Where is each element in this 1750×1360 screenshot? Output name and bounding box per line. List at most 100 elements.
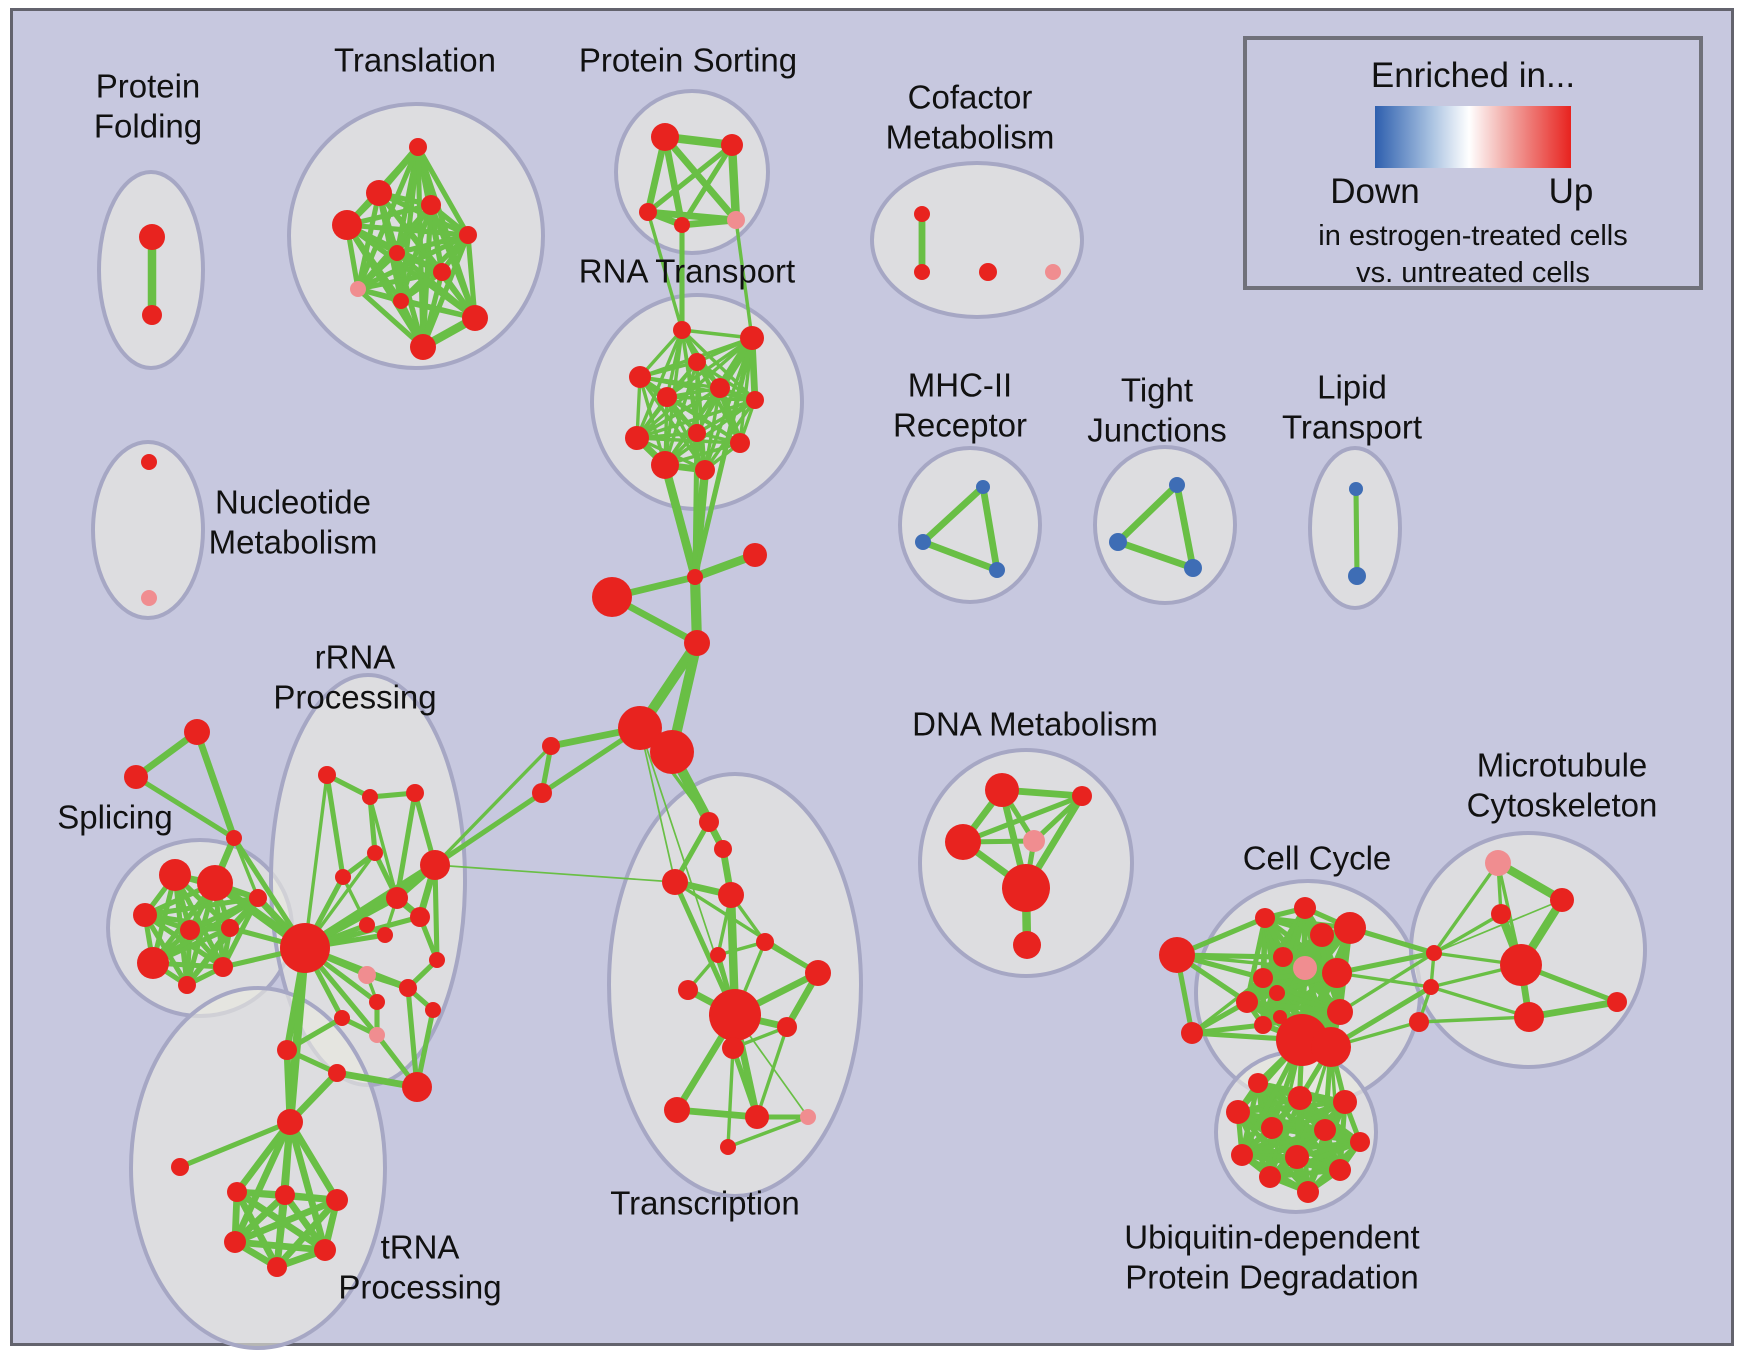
edge-u6-u8 (1239, 1127, 1328, 1158)
cluster-rna-transport-label-line1: RNA Transport (579, 253, 795, 290)
cluster-protein-folding-label-line2: Folding (94, 108, 202, 145)
node-tr11 (664, 1097, 690, 1123)
node-sp2 (197, 865, 233, 901)
node-m7 (1607, 992, 1627, 1012)
node-tn3 (326, 1189, 348, 1211)
node-rr5 (335, 869, 351, 885)
edge-tn3-tn4 (231, 1196, 341, 1246)
cluster-mhc-ii-receptor-label-line1: MHC-II (908, 367, 1012, 404)
node-cc12 (1273, 1010, 1287, 1024)
node-rr9 (377, 927, 393, 943)
cluster-trna-processing-label-line1: tRNA (381, 1229, 460, 1266)
edge-rr2-rr6 (368, 795, 399, 900)
node-sp1 (159, 859, 191, 891)
edge-th-tn4 (231, 1118, 294, 1246)
edge-r2-s1 (692, 335, 755, 580)
cluster-microtubule-cytoskeleton-label-line1: Microtubule (1477, 747, 1648, 784)
edge-tr9-tr12 (755, 1025, 789, 1119)
node-u12 (1297, 1181, 1319, 1203)
node-rr4 (367, 845, 383, 861)
node-u1 (1248, 1073, 1268, 1093)
node-r11 (651, 451, 679, 479)
node-tn2 (275, 1185, 295, 1205)
node-cc3 (1334, 912, 1366, 944)
edge-s5-tr3 (639, 727, 676, 883)
node-ps5 (727, 211, 745, 229)
node-mh3 (989, 562, 1005, 578)
node-trh (709, 989, 761, 1041)
node-l1 (1349, 482, 1363, 496)
node-tn4 (224, 1231, 246, 1253)
node-x2 (124, 765, 148, 789)
node-rr12 (369, 994, 385, 1010)
node-tr4 (718, 882, 744, 908)
node-cf3 (979, 263, 997, 281)
node-cc10 (1236, 991, 1258, 1013)
edge-x1-x3 (193, 728, 238, 842)
edge-ps1-ps5 (661, 133, 740, 224)
edge-t6-t8 (355, 250, 400, 292)
node-r1 (673, 321, 691, 339)
node-u8 (1231, 1144, 1253, 1166)
node-u2 (1288, 1086, 1312, 1110)
edge-ps2-ps4 (679, 142, 735, 228)
edge-r9-s1 (692, 430, 700, 580)
edge-mh2-mh3 (919, 538, 1001, 574)
node-n1 (141, 454, 157, 470)
node-t4 (332, 210, 362, 240)
node-r3 (629, 366, 651, 388)
node-cc4 (1310, 923, 1334, 947)
node-s6 (650, 730, 694, 774)
cluster-translation-label-line1: Translation (334, 42, 496, 79)
node-th (277, 1109, 303, 1135)
node-r8 (625, 426, 649, 450)
node-sp6 (249, 889, 267, 907)
node-m2 (1550, 888, 1574, 912)
node-r12 (695, 460, 715, 480)
legend-caption-line1: in estrogen-treated cells (1318, 220, 1628, 252)
node-d1 (985, 773, 1019, 807)
edge-m6-m4 (1429, 985, 1531, 1019)
node-tu2 (328, 1064, 346, 1082)
node-dh (1002, 864, 1050, 912)
edge-cc10-cc13 (1244, 999, 1343, 1015)
edge-m5-m1 (1432, 861, 1500, 955)
edge-ps2-ps3 (645, 142, 735, 215)
node-tn0 (171, 1158, 189, 1176)
edge-sp6-sp7 (150, 895, 261, 966)
cluster-protein-folding-label-line1: Protein (96, 68, 201, 105)
node-t3 (421, 195, 441, 215)
edge-tn2-tn6 (273, 1191, 289, 1271)
edge-rr13-rr14 (432, 862, 440, 963)
node-mh (1500, 944, 1542, 986)
node-tj3 (1184, 559, 1202, 577)
cluster-transcription-label-line1: Transcription (610, 1185, 800, 1222)
node-pf2 (142, 305, 162, 325)
edge-m5-m3 (1432, 912, 1503, 955)
cluster-cofactor-metabolism-label-line2: Metabolism (886, 119, 1055, 156)
node-r4 (688, 353, 706, 371)
node-t5 (459, 226, 477, 244)
edge-tn2-tn4 (231, 1191, 289, 1246)
edge-u10-u11 (1267, 1167, 1343, 1180)
node-u5 (1261, 1117, 1283, 1139)
edge-m5-m2 (1433, 899, 1563, 954)
edge-sp6-sp8 (184, 895, 261, 988)
node-rr18 (277, 1040, 297, 1060)
node-tn6 (267, 1257, 287, 1277)
edge-tn4-tn5 (231, 1238, 329, 1254)
node-d2 (1072, 786, 1092, 806)
node-ps1 (651, 123, 679, 151)
node-t8 (350, 281, 366, 297)
node-sp5 (221, 919, 239, 937)
node-d3 (945, 824, 981, 860)
edge-mh1-mh2 (919, 483, 987, 546)
node-d5 (1013, 931, 1041, 959)
cluster-cofactor-metabolism-label-line1: Cofactor (908, 79, 1033, 116)
edge-r1-r8 (635, 328, 684, 440)
cluster-cell-cycle-label-line1: Cell Cycle (1243, 840, 1392, 877)
edge-rr1-rr5 (324, 772, 346, 880)
edge-tn2-tn5 (281, 1191, 329, 1254)
cluster-splicing-label-line1: Splicing (57, 799, 173, 836)
node-sp9 (213, 957, 233, 977)
